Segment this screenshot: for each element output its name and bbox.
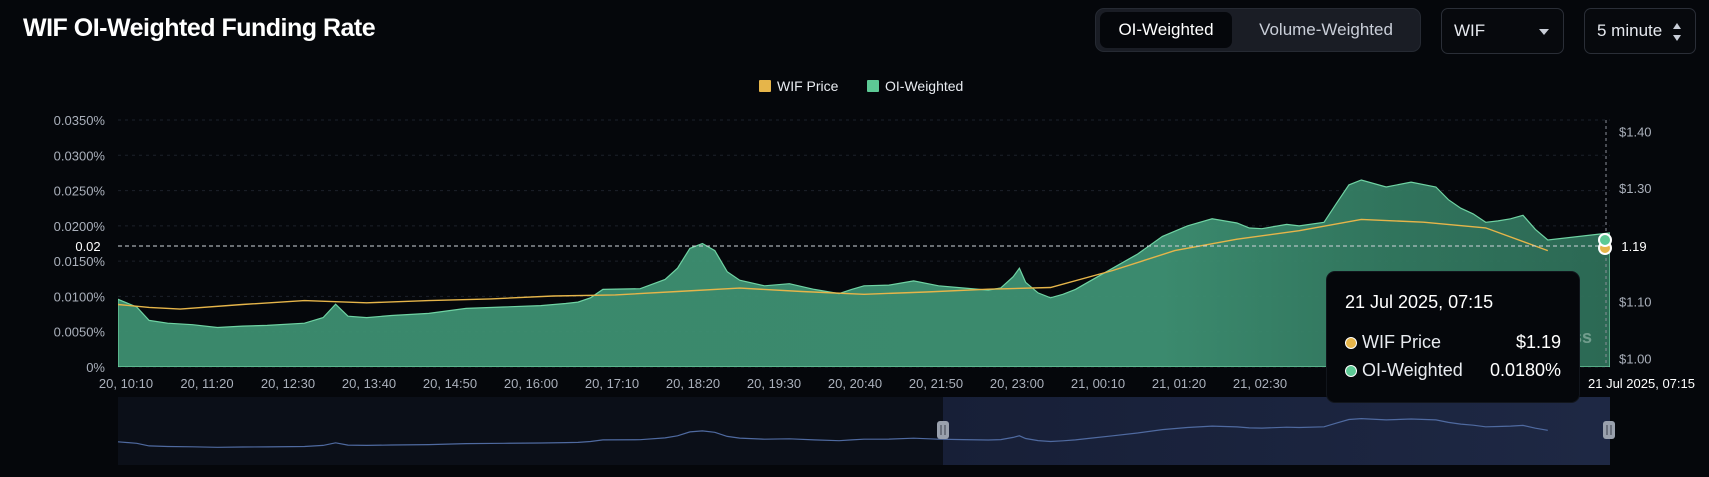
price-dot-icon <box>1345 337 1357 349</box>
oi-dot-icon <box>1345 365 1357 377</box>
x-tick-label: 21, 01:20 <box>1152 376 1206 391</box>
tooltip-row-oi: OI-Weighted 0.0180% <box>1345 360 1561 382</box>
x-tick-label: 20, 10:10 <box>99 376 153 391</box>
interval-select[interactable]: 5 minute <box>1584 8 1696 54</box>
x-axis: 20, 10:10 20, 11:20 20, 12:30 20, 13:40 20, … <box>99 376 1287 391</box>
oi-cursor-dot <box>1598 233 1612 247</box>
y-right-tick-label: $1.30 <box>1619 181 1652 196</box>
legend-label-0: WIF Price <box>777 78 839 94</box>
x-tick-label: 20, 21:50 <box>909 376 963 391</box>
y-axis-left: 0% 0.0050% 0.0100% 0.0150% 0.0200% 0.0250% 0.0… <box>54 113 106 375</box>
symbol-select[interactable]: WIF <box>1441 8 1564 54</box>
oi-weighted-area <box>118 179 1610 367</box>
y-right-tick-label: $1.10 <box>1619 295 1652 310</box>
tooltip-price-label: WIF Price <box>1362 332 1441 352</box>
wif-price-line <box>118 218 1549 310</box>
crosshair-left-label: 0.02 <box>75 239 100 254</box>
symbol-select-value: WIF <box>1454 21 1486 40</box>
brush-overview-line <box>117 417 1548 448</box>
up-down-chevron-icon <box>1673 23 1683 41</box>
x-tick-label: 20, 13:40 <box>342 376 396 391</box>
x-tick-label: 20, 19:30 <box>747 376 801 391</box>
crosshair-left-label-bg <box>66 235 110 257</box>
y-left-tick-label: 0% <box>86 360 105 375</box>
crosshair-right-label-bg <box>1612 235 1656 257</box>
brush-handle-left[interactable] <box>937 421 949 439</box>
brush-handle-right[interactable] <box>1603 421 1615 439</box>
y-left-tick-label: 0.0200% <box>54 219 106 234</box>
tooltip-oi-value: 0.0180% <box>1489 360 1561 380</box>
crosshair-right-label: 1.19 <box>1621 239 1646 254</box>
legend-swatch-1 <box>867 80 879 92</box>
x-tick-label: 21, 02:30 <box>1233 376 1287 391</box>
legend-swatch-0 <box>759 80 771 92</box>
x-tick-label: 20, 18:20 <box>666 376 720 391</box>
x-tick-label: 20, 23:00 <box>990 376 1044 391</box>
y-right-tick-label: $1.00 <box>1619 351 1652 366</box>
x-tick-label: 20, 12:30 <box>261 376 315 391</box>
x-tick-label: 20, 14:50 <box>423 376 477 391</box>
y-left-tick-label: 0.0300% <box>54 148 106 163</box>
chart-legend: WIF Price OI-Weighted <box>759 78 963 94</box>
tooltip-row-price: WIF Price $1.19 <box>1345 332 1561 354</box>
y-left-tick-label: 0.0050% <box>54 325 106 340</box>
x-tick-label: 20, 20:40 <box>828 376 882 391</box>
y-axis-right: $1.00 $1.10 $1.30 $1.40 <box>1619 124 1652 366</box>
tooltip-oi-label: OI-Weighted <box>1362 360 1463 380</box>
tooltip-date: 21 Jul 2025, 07:15 <box>1345 292 1494 312</box>
x-tick-label: 20, 16:00 <box>504 376 558 391</box>
chevron-down-icon <box>1539 29 1549 35</box>
weighting-toggle: OI-Weighted Volume-Weighted <box>1095 8 1421 52</box>
crosshair-x-label: 21 Jul 2025, 07:15 <box>1588 376 1695 391</box>
page-title: WIF OI-Weighted Funding Rate <box>23 14 376 42</box>
chart-tooltip: 21 Jul 2025, 07:15 WIF Price $1.19 OI-We… <box>1327 272 1579 402</box>
tab-volume-weighted[interactable]: Volume-Weighted <box>1259 20 1393 39</box>
tooltip-price-value: $1.19 <box>1515 332 1561 352</box>
y-left-tick-label: 0.0350% <box>54 113 106 128</box>
x-tick-label: 21, 00:10 <box>1071 376 1125 391</box>
range-brush[interactable] <box>117 397 1615 465</box>
y-left-tick-label: 0.0150% <box>54 254 106 269</box>
x-tick-label: 20, 17:10 <box>585 376 639 391</box>
interval-select-value: 5 minute <box>1597 21 1663 40</box>
x-tick-label: 20, 11:20 <box>180 376 233 391</box>
y-right-tick-label: $1.40 <box>1619 124 1652 139</box>
brush-selection[interactable] <box>943 397 1610 465</box>
y-left-tick-label: 0.0250% <box>54 184 106 199</box>
legend-label-1: OI-Weighted <box>885 78 963 94</box>
y-left-tick-label: 0.0100% <box>54 289 106 304</box>
tab-oi-weighted[interactable]: OI-Weighted <box>1100 12 1232 48</box>
